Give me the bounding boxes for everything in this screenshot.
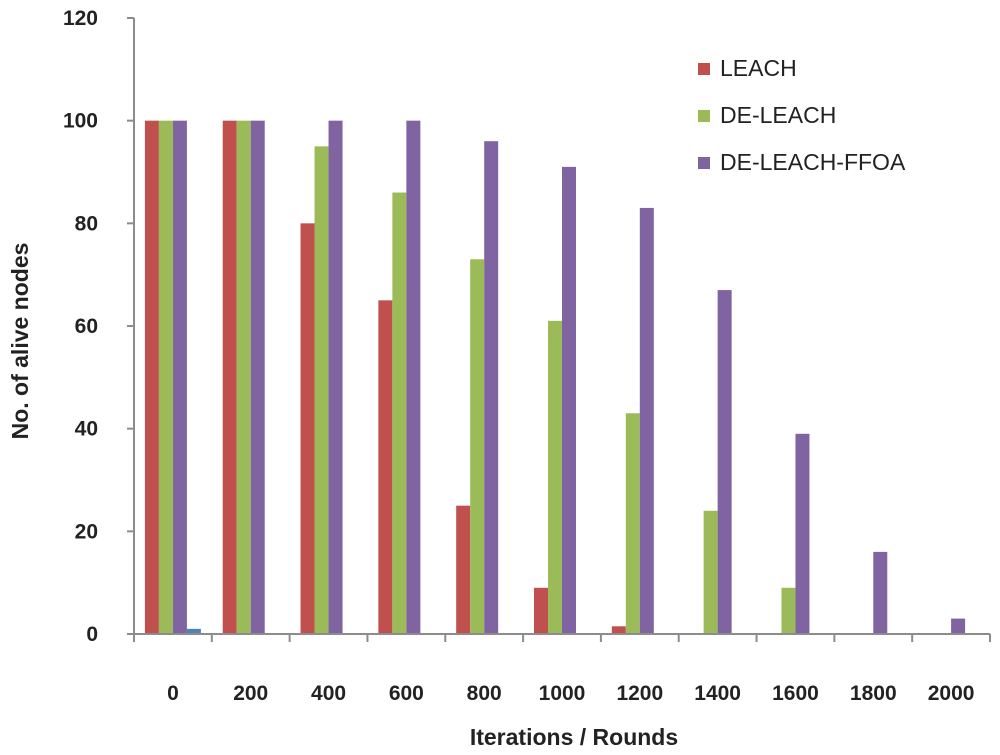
bars-group: [144, 120, 966, 635]
bar-de-leach-600: [392, 192, 407, 635]
y-tick-labels: 0 20 40 60 80 100 120: [63, 7, 98, 646]
y-tick-label: 100: [63, 110, 98, 133]
bar-de-leach-ffoa-1400: [717, 290, 732, 634]
bar-leach-600: [378, 300, 393, 634]
x-tick-label: 1600: [772, 682, 819, 705]
y-tick-label: 20: [75, 520, 98, 543]
y-axis-title: No. of alive nodes: [7, 243, 33, 440]
legend: LEACH DE-LEACH DE-LEACH-FFOA: [698, 55, 906, 175]
bar-de-leach-400: [314, 146, 329, 635]
x-tick-label: 200: [233, 682, 268, 705]
bar-de-leach-200: [236, 120, 251, 634]
legend-label-de-leach-ffoa: DE-LEACH-FFOA: [720, 149, 906, 175]
bar-de-leach-ffoa-1800: [873, 551, 888, 634]
bar-leach-400: [300, 223, 315, 635]
bar-de-leach-ffoa-1200: [639, 207, 654, 634]
legend-swatch-de-leach: [698, 110, 710, 122]
x-ticks: [133, 634, 991, 642]
x-axis-title: Iterations / Rounds: [470, 724, 678, 750]
y-tick-label: 80: [75, 212, 98, 235]
bar-de-leach-ffoa-400: [328, 120, 343, 634]
bar-de-leach-ffoa-0: [172, 120, 187, 634]
bar-de-leach-1600: [781, 587, 796, 634]
y-tick-label: 60: [75, 315, 98, 338]
x-tick-labels: 0 200 400 600 800 1000 1200 1400 1600 1800 2000: [167, 682, 974, 705]
legend-swatch-de-leach-ffoa: [698, 157, 710, 169]
bar-de-leach-800: [470, 259, 485, 634]
bar-de-leach-1400: [703, 510, 718, 634]
bar-leach-1000: [534, 587, 548, 634]
y-tick-label: 0: [86, 623, 98, 646]
bar-leach-800: [456, 505, 471, 634]
legend-label-leach: LEACH: [720, 55, 797, 81]
bar-leach-0: [144, 120, 159, 634]
bar-de-leach-ffoa-1000: [562, 166, 576, 634]
bar-de-leach-0: [158, 120, 173, 634]
bar-leach-1200: [611, 626, 626, 634]
x-tick-label: 1800: [850, 682, 897, 705]
x-tick-label: 600: [389, 682, 424, 705]
x-tick-label: 1000: [539, 682, 586, 705]
x-tick-label: 800: [467, 682, 502, 705]
x-tick-label: 1200: [616, 682, 663, 705]
legend-label-de-leach: DE-LEACH: [720, 102, 836, 128]
x-tick-label: 1400: [694, 682, 741, 705]
bar-de-leach-1200: [625, 413, 640, 634]
y-ticks: [127, 17, 134, 635]
bar-unlabeled-series-0: [186, 628, 201, 634]
bar-de-leach-ffoa-200: [250, 120, 265, 634]
bar-de-leach-1000: [548, 320, 562, 634]
y-tick-label: 40: [75, 418, 98, 441]
bar-de-leach-ffoa-600: [406, 120, 421, 634]
x-tick-label: 2000: [928, 682, 975, 705]
bar-de-leach-ffoa-1600: [795, 433, 810, 634]
x-tick-label: 0: [167, 682, 179, 705]
x-tick-label: 400: [311, 682, 346, 705]
y-tick-label: 120: [63, 7, 98, 30]
bar-leach-200: [222, 120, 237, 634]
bar-de-leach-ffoa-800: [484, 141, 499, 634]
bar-de-leach-ffoa-2000: [951, 618, 966, 634]
legend-swatch-leach: [698, 63, 710, 75]
